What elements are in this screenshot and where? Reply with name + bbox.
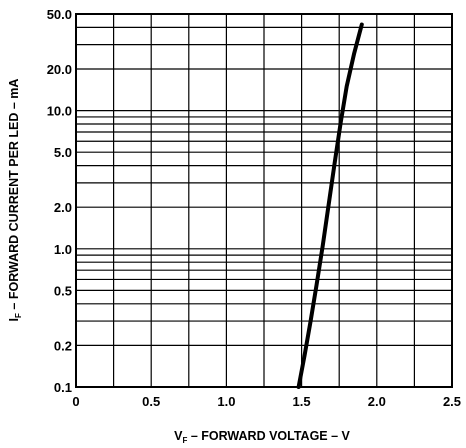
x-tick-label: 0.5 <box>142 394 160 409</box>
curve-layer <box>296 22 364 389</box>
plot-frame <box>75 13 453 388</box>
x-tick-label: 1.0 <box>217 394 235 409</box>
y-tick-label: 10.0 <box>47 104 72 119</box>
y-tick-label: 2.0 <box>54 200 72 215</box>
x-tick-label: 0 <box>72 394 79 409</box>
y-tick-label: 20.0 <box>47 62 72 77</box>
y-tick-labels: 0.1 0.2 0.5 1.0 2.0 5.0 10.0 20.0 50.0 <box>47 7 72 395</box>
x-tick-label: 1.5 <box>293 394 311 409</box>
y-tick-label: 0.1 <box>54 380 72 395</box>
grid <box>75 13 453 388</box>
y-tick-label: 0.2 <box>54 338 72 353</box>
x-axis-label: VF – FORWARD VOLTAGE – V <box>174 429 350 445</box>
x-tick-labels: 0 0.5 1.0 1.5 2.0 2.5 <box>72 394 461 409</box>
y-tick-label: 1.0 <box>54 242 72 257</box>
y-tick-label: 5.0 <box>54 145 72 160</box>
y-axis-label: IF – FORWARD CURRENT PER LED – mA <box>7 79 23 322</box>
forward-current-curve <box>296 22 364 389</box>
y-tick-label: 50.0 <box>47 7 72 22</box>
y-tick-label: 0.5 <box>54 283 72 298</box>
x-tick-label: 2.0 <box>368 394 386 409</box>
x-tick-label: 2.5 <box>443 394 461 409</box>
